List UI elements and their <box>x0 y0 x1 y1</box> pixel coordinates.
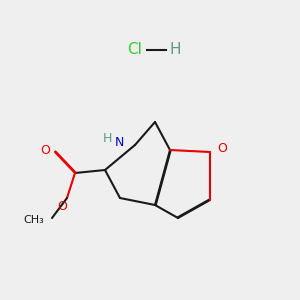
Text: O: O <box>217 142 227 155</box>
Text: H: H <box>169 43 181 58</box>
Text: Cl: Cl <box>128 43 142 58</box>
Text: N: N <box>114 136 124 148</box>
Text: H: H <box>102 133 112 146</box>
Text: O: O <box>57 200 67 212</box>
Text: CH₃: CH₃ <box>23 215 44 225</box>
Text: O: O <box>40 143 50 157</box>
